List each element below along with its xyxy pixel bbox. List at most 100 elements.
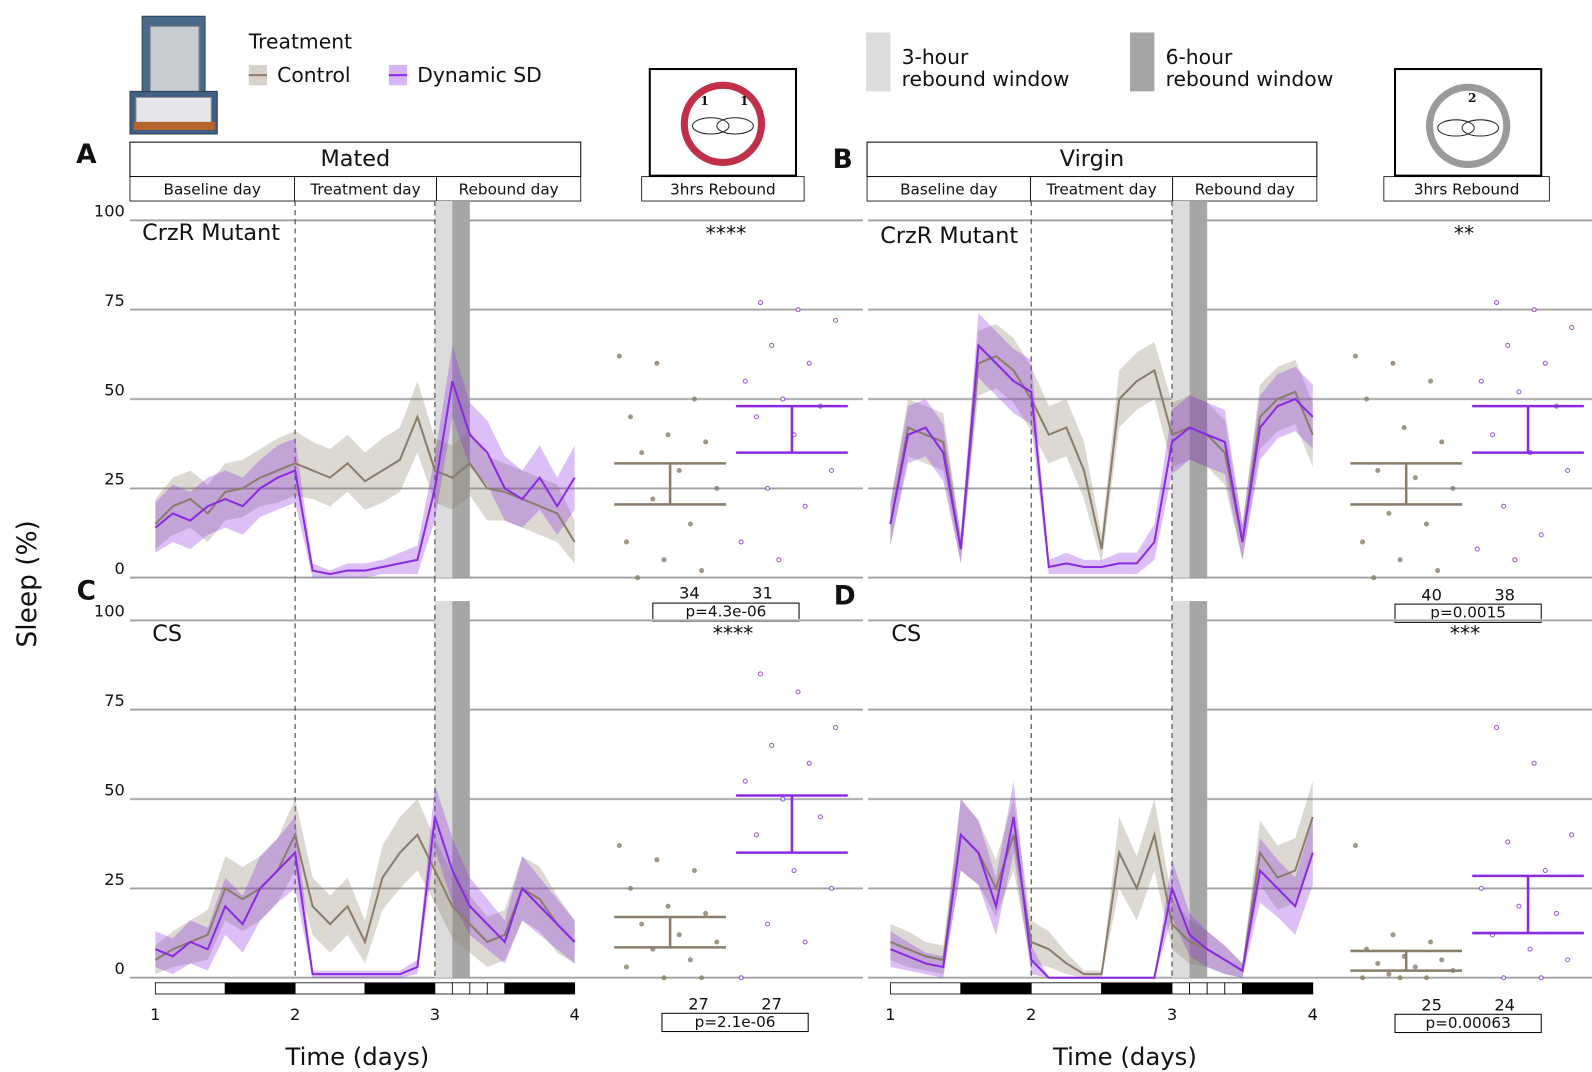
data-point: [1566, 468, 1570, 472]
data-point: [834, 726, 838, 730]
window-label: rebound window: [902, 67, 1070, 91]
legend-label: Control: [277, 63, 350, 87]
x-axis-label: Time (days): [1052, 1042, 1197, 1071]
data-point: [640, 922, 644, 926]
data-point: [1539, 976, 1543, 980]
data-point: [624, 965, 628, 969]
y-tick-label: 75: [104, 291, 125, 310]
group-count: 25: [1421, 996, 1442, 1015]
data-point: [792, 868, 796, 872]
rebound-label: 3hrs Rebound: [1414, 180, 1520, 198]
phase-label: Rebound day: [1195, 180, 1295, 198]
data-point: [1353, 843, 1357, 847]
data-point: [1539, 533, 1543, 537]
data-point: [617, 354, 621, 358]
data-point: [1506, 840, 1510, 844]
data-point: [807, 361, 811, 365]
light-dark-bar: [452, 983, 469, 994]
group-count: 34: [679, 583, 700, 602]
light-dark-bar: [1242, 983, 1312, 994]
data-point: [770, 343, 774, 347]
data-point: [758, 300, 762, 304]
badge-number: 1: [740, 94, 748, 108]
data-point: [704, 440, 708, 444]
data-point: [1429, 940, 1433, 944]
light-dark-bar: [961, 983, 1031, 994]
data-point: [1391, 933, 1395, 937]
light-dark-bar: [225, 983, 295, 994]
data-point: [655, 361, 659, 365]
x-tick-label: 2: [1026, 1005, 1036, 1024]
badge-ring: [684, 85, 761, 162]
data-point: [715, 940, 719, 944]
y-tick-label: 75: [104, 691, 125, 710]
y-tick-label: 0: [115, 959, 125, 978]
data-point: [1376, 961, 1380, 965]
data-point: [1361, 540, 1365, 544]
data-point: [1376, 468, 1380, 472]
data-point: [754, 415, 758, 419]
data-point: [796, 690, 800, 694]
data-point: [777, 558, 781, 562]
data-point: [624, 540, 628, 544]
y-tick-label: 100: [94, 202, 125, 221]
group-count: 38: [1494, 585, 1515, 604]
light-dark-bar: [470, 983, 487, 994]
panel-letter: B: [833, 145, 853, 175]
data-point: [743, 379, 747, 383]
data-point: [1479, 886, 1483, 890]
data-point: [662, 558, 666, 562]
data-point: [1424, 522, 1428, 526]
phase-label: Rebound day: [459, 180, 559, 198]
data-point: [770, 743, 774, 747]
light-dark-bar: [155, 983, 225, 994]
data-point: [666, 904, 670, 908]
window-swatch: [866, 32, 890, 91]
x-tick-label: 2: [290, 1005, 300, 1024]
p-value: p=2.1e-06: [695, 1013, 776, 1031]
y-tick-label: 0: [115, 559, 125, 578]
data-point: [1424, 976, 1428, 980]
group-count: 31: [752, 583, 773, 602]
phase-label: Treatment day: [1045, 180, 1156, 198]
data-point: [692, 397, 696, 401]
data-point: [781, 397, 785, 401]
data-point: [1440, 958, 1444, 962]
panel-letter: A: [76, 140, 97, 170]
x-tick-label: 3: [430, 1005, 440, 1024]
group-count: 27: [761, 995, 782, 1014]
data-point: [1475, 547, 1479, 551]
data-point: [830, 886, 834, 890]
genotype-label: CS: [891, 621, 921, 647]
data-point: [1513, 558, 1517, 562]
data-point: [1436, 569, 1440, 573]
data-point: [1517, 390, 1521, 394]
window-label: 3-hour: [902, 45, 969, 69]
window-label: rebound window: [1166, 67, 1334, 91]
data-point: [1398, 558, 1402, 562]
data-point: [1413, 476, 1417, 480]
figure: TreatmentControlDynamic SD3-hourrebound …: [0, 0, 1592, 1072]
y-axis-label: Sleep (%): [13, 520, 43, 647]
data-point: [655, 858, 659, 862]
data-point: [640, 451, 644, 455]
data-point: [758, 672, 762, 676]
data-point: [617, 843, 621, 847]
significance-stars: ****: [706, 222, 747, 246]
group-count: 24: [1494, 996, 1515, 1015]
data-point: [1517, 904, 1521, 908]
data-point: [1566, 958, 1570, 962]
data-point: [688, 522, 692, 526]
column-title: Mated: [321, 146, 391, 172]
data-point: [700, 976, 704, 980]
rebound-label: 3hrs Rebound: [670, 180, 776, 198]
data-point: [834, 318, 838, 322]
data-point: [1502, 976, 1506, 980]
data-point: [766, 922, 770, 926]
data-point: [1502, 504, 1506, 508]
data-point: [628, 886, 632, 890]
data-point: [677, 468, 681, 472]
light-dark-bar: [295, 983, 365, 994]
y-tick-label: 50: [104, 380, 125, 399]
